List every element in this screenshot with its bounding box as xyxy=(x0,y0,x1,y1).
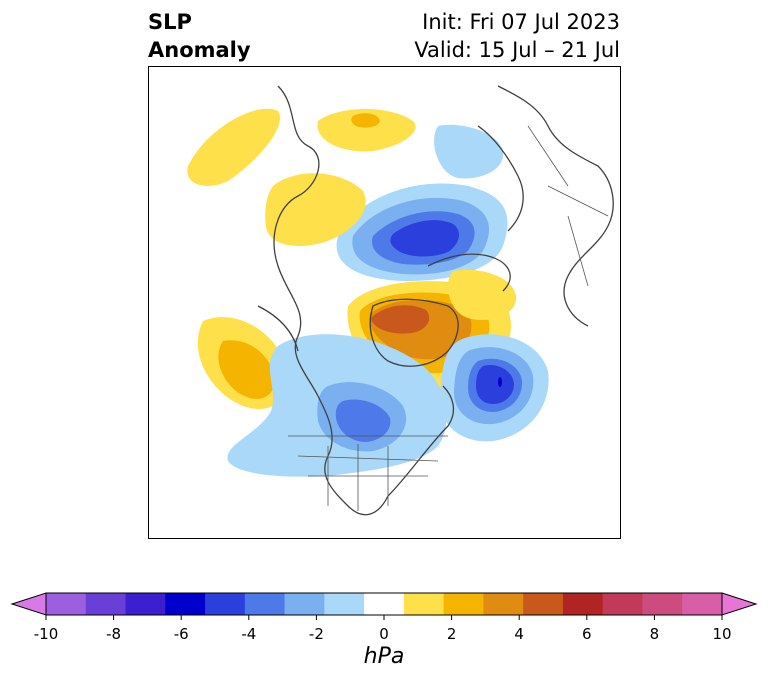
colorbar-swatch xyxy=(205,593,246,615)
map-title: SLP Anomaly xyxy=(148,8,251,64)
low-anomaly-north-america xyxy=(227,334,549,477)
colorbar-tick-label: -10 xyxy=(34,625,59,642)
colorbar-swatch xyxy=(125,593,166,615)
colorbar-tick-label: -2 xyxy=(309,625,324,642)
init-date: Init: Fri 07 Jul 2023 xyxy=(422,10,620,34)
colorbar-swatch xyxy=(244,593,286,615)
colorbar-swatch xyxy=(562,593,604,615)
colorbar-swatch xyxy=(602,593,643,615)
colorbar-tick-label: 0 xyxy=(379,625,389,642)
colorbar-extend-high xyxy=(721,592,758,616)
title-line-2: Anomaly xyxy=(148,38,251,62)
colorbar-tick-label: -8 xyxy=(106,625,121,642)
date-info: Init: Fri 07 Jul 2023 Valid: 15 Jul – 21… xyxy=(414,8,620,64)
colorbar-swatch xyxy=(523,593,564,615)
low-anomaly-arctic xyxy=(336,124,508,281)
slp-anomaly-map xyxy=(148,66,621,539)
colorbar-extend-low xyxy=(10,592,47,616)
colorbar-tick-label: 6 xyxy=(582,625,592,642)
colorbar-tick-label: 2 xyxy=(447,625,457,642)
colorbar-swatches xyxy=(10,592,758,616)
colorbar-tick-label: -4 xyxy=(241,625,256,642)
valid-range: Valid: 15 Jul – 21 Jul xyxy=(414,38,620,62)
coastlines xyxy=(257,85,614,516)
high-anomaly-patches xyxy=(187,108,416,409)
colorbar-swatch xyxy=(85,593,127,615)
colorbar-swatch xyxy=(443,593,484,615)
colorbar-tick-label: -6 xyxy=(174,625,189,642)
colorbar-swatch xyxy=(364,593,405,615)
colorbar-swatch xyxy=(46,593,87,615)
title-line-1: SLP xyxy=(148,10,192,34)
colorbar: -10 -8 -6 -4 -2 0 2 4 6 8 10 xyxy=(10,592,758,642)
colorbar-swatch xyxy=(284,593,325,615)
colorbar-swatch xyxy=(682,593,723,615)
colorbar-swatch xyxy=(165,593,206,615)
colorbar-tick-label: 4 xyxy=(514,625,524,642)
colorbar-swatch xyxy=(324,593,365,615)
country-borders xyxy=(288,125,609,511)
colorbar-tick-label: 10 xyxy=(712,625,731,642)
colorbar-swatch xyxy=(642,593,683,615)
colorbar-swatch xyxy=(403,593,445,615)
colorbar-swatch xyxy=(483,593,524,615)
colorbar-ticks: -10 -8 -6 -4 -2 0 2 4 6 8 10 xyxy=(34,615,732,642)
colorbar-unit: hPa xyxy=(363,644,405,669)
colorbar-tick-label: 8 xyxy=(650,625,660,642)
